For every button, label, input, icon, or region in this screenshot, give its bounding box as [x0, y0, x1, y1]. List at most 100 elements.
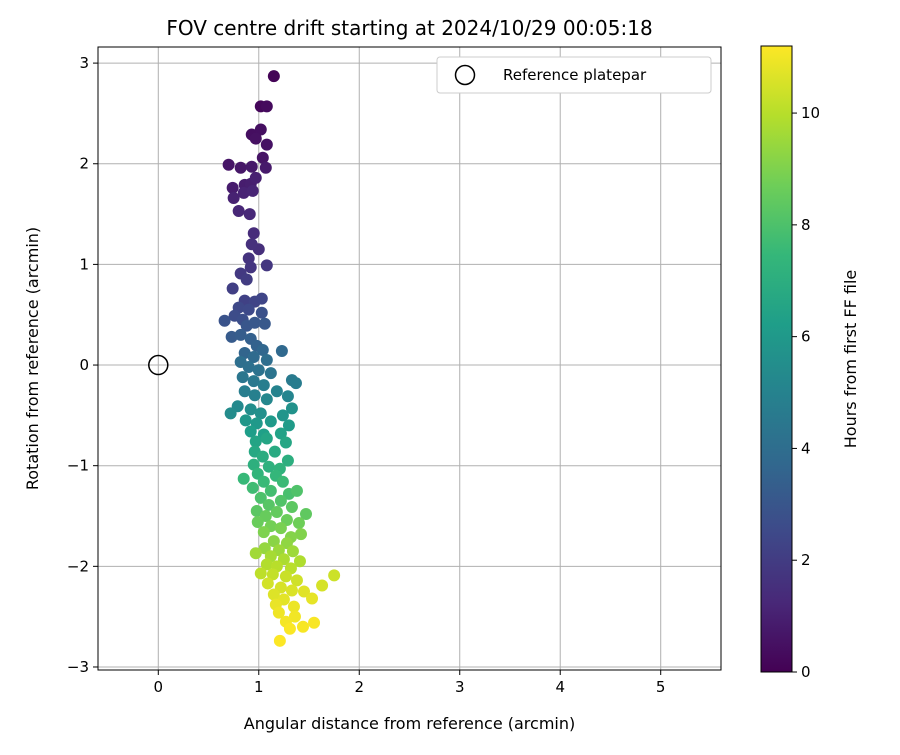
data-point	[254, 123, 267, 136]
data-point	[260, 558, 273, 571]
data-point	[267, 70, 280, 83]
data-point	[285, 500, 298, 513]
data-point	[261, 577, 274, 590]
data-point	[255, 306, 268, 319]
x-tick-label: 1	[254, 678, 264, 696]
data-point	[237, 186, 250, 199]
data-point	[254, 567, 267, 580]
data-point	[238, 346, 251, 359]
data-point	[236, 371, 249, 384]
data-point	[227, 191, 240, 204]
data-point	[232, 205, 245, 218]
data-point	[276, 409, 289, 422]
legend-marker-icon	[454, 64, 476, 86]
y-tick-label: −2	[67, 557, 89, 575]
data-point	[218, 314, 231, 327]
data-point	[249, 171, 262, 184]
y-tick-label: −3	[67, 658, 89, 676]
data-point	[316, 579, 329, 592]
data-point	[273, 634, 286, 647]
data-point	[270, 385, 283, 398]
data-point	[287, 600, 300, 613]
data-point	[293, 555, 306, 568]
x-tick-label: 5	[656, 678, 666, 696]
data-point	[274, 427, 287, 440]
plot-frame	[97, 46, 722, 671]
data-point	[289, 377, 302, 390]
data-point	[260, 432, 273, 445]
colorbar-label: Hours from first FF file	[841, 270, 860, 449]
data-point	[259, 161, 272, 174]
data-point	[286, 545, 299, 558]
data-point	[285, 584, 298, 597]
colorbar-ticks: 0 2 4 6 8 10	[792, 104, 820, 681]
data-point	[247, 375, 260, 388]
colorbar-tick-label: 2	[801, 551, 811, 569]
data-point	[254, 407, 267, 420]
colorbar-gradient	[761, 46, 792, 672]
y-tick-label: 1	[79, 255, 89, 273]
data-point	[225, 330, 238, 343]
data-point	[242, 303, 255, 316]
data-point	[297, 585, 310, 598]
chart-title: FOV centre drift starting at 2024/10/29 …	[166, 16, 652, 40]
data-point	[222, 158, 235, 171]
data-point	[274, 522, 287, 535]
data-point	[257, 475, 270, 488]
x-tick-label: 4	[555, 678, 565, 696]
data-point	[254, 491, 267, 504]
data-point	[328, 569, 341, 582]
data-point	[267, 535, 280, 548]
x-axis-label: Angular distance from reference (arcmin)	[244, 714, 575, 733]
data-point	[224, 407, 237, 420]
data-point	[240, 273, 253, 286]
data-point	[248, 389, 261, 402]
x-tick-label: 2	[354, 678, 364, 696]
data-points	[218, 70, 341, 647]
data-point	[260, 138, 273, 151]
data-point	[267, 588, 280, 601]
data-point	[251, 516, 264, 529]
data-point	[281, 390, 294, 403]
data-point	[290, 574, 303, 587]
data-point	[256, 151, 269, 164]
x-tick-label: 3	[455, 678, 465, 696]
data-point	[237, 472, 250, 485]
reference-platepar-marker	[148, 354, 169, 376]
colorbar-tick-label: 10	[801, 104, 820, 122]
legend-box	[436, 56, 712, 94]
data-point	[292, 517, 305, 530]
data-point	[239, 414, 252, 427]
data-point	[256, 450, 269, 463]
data-point	[248, 316, 261, 329]
data-point	[288, 610, 301, 623]
data-point	[226, 181, 239, 194]
data-point	[255, 292, 268, 305]
x-tick-label: 0	[154, 678, 164, 696]
data-point	[260, 354, 273, 367]
data-point	[272, 606, 285, 619]
colorbar-frame	[760, 45, 793, 673]
data-point	[262, 498, 275, 511]
data-point	[238, 385, 251, 398]
y-tick-label: −1	[67, 457, 89, 475]
data-point	[244, 403, 257, 416]
colorbar-tick-label: 6	[801, 328, 811, 346]
data-point	[260, 259, 273, 272]
data-point	[296, 620, 309, 633]
data-point	[242, 361, 255, 374]
data-point	[249, 435, 262, 448]
colorbar-tick-label: 4	[801, 439, 811, 457]
data-point	[245, 160, 258, 173]
data-point	[260, 393, 273, 406]
colorbar: 0 2 4 6 8 10 Hours from first FF file	[760, 45, 860, 681]
data-point	[252, 364, 265, 377]
legend-entry-reference-platepar: Reference platepar	[503, 66, 647, 84]
data-point	[247, 458, 260, 471]
data-point	[274, 494, 287, 507]
data-point	[258, 317, 271, 330]
data-point	[245, 238, 258, 251]
data-point	[244, 425, 257, 438]
data-point	[290, 484, 303, 497]
